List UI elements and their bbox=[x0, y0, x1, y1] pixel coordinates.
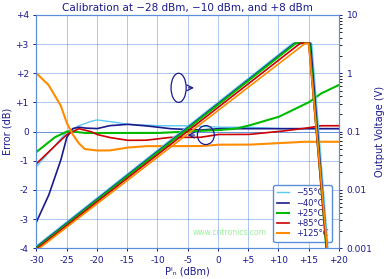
Legend: −55°C, −40°C, +25°C, +85°C, +125°C: −55°C, −40°C, +25°C, +85°C, +125°C bbox=[273, 185, 332, 242]
Title: Calibration at −28 dBm, −10 dBm, and +8 dBm: Calibration at −28 dBm, −10 dBm, and +8 … bbox=[62, 3, 313, 13]
X-axis label: Pᴵₙ (dBm): Pᴵₙ (dBm) bbox=[165, 266, 210, 276]
Y-axis label: Output Voltage (V): Output Voltage (V) bbox=[375, 86, 385, 177]
Y-axis label: Error (dB): Error (dB) bbox=[3, 108, 13, 155]
Text: www.cntronics.com: www.cntronics.com bbox=[193, 228, 267, 237]
